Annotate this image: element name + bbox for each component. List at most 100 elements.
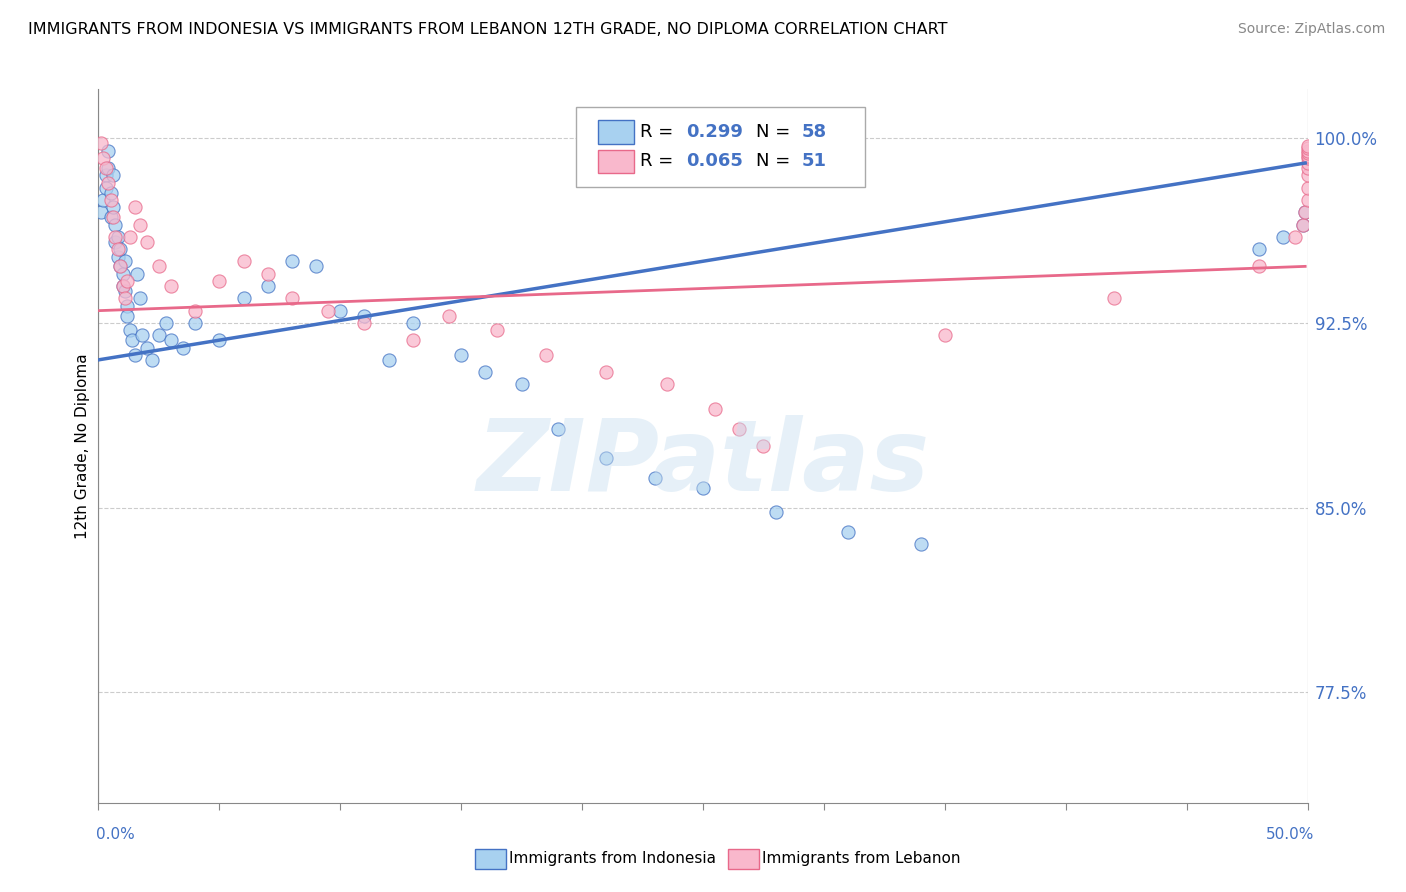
Point [124, 348, 146, 362]
Point [111, 279, 134, 293]
Point [1272, 230, 1295, 244]
Point [644, 471, 666, 485]
Point [281, 291, 304, 305]
Text: R =: R = [640, 123, 679, 141]
Text: N =: N = [756, 123, 796, 141]
Point [692, 481, 714, 495]
Point [765, 505, 787, 519]
Point [1296, 138, 1319, 153]
Point [97, 161, 120, 175]
Point [1102, 291, 1125, 305]
Point [910, 537, 932, 551]
Point [131, 328, 153, 343]
Point [108, 242, 131, 256]
Point [329, 303, 352, 318]
Point [1284, 230, 1306, 244]
Point [94, 169, 117, 183]
Point [90, 205, 112, 219]
Y-axis label: 12th Grade, No Diploma: 12th Grade, No Diploma [75, 353, 90, 539]
Point [117, 274, 139, 288]
Point [148, 260, 170, 274]
Point [474, 365, 496, 379]
Point [90, 136, 112, 151]
Point [117, 309, 139, 323]
Point [148, 328, 170, 343]
Point [128, 291, 150, 305]
Point [1249, 260, 1271, 274]
Point [510, 377, 533, 392]
Text: 0.065: 0.065 [686, 153, 742, 170]
Point [1292, 218, 1315, 232]
Point [104, 230, 127, 244]
Point [160, 333, 183, 347]
Point [402, 333, 425, 347]
Point [117, 299, 139, 313]
Text: 0.299: 0.299 [686, 123, 742, 141]
Point [1296, 193, 1319, 207]
Point [281, 254, 304, 268]
Point [1296, 180, 1319, 194]
Point [402, 316, 425, 330]
Point [547, 422, 569, 436]
Point [135, 341, 157, 355]
Point [232, 291, 254, 305]
Text: IMMIGRANTS FROM INDONESIA VS IMMIGRANTS FROM LEBANON 12TH GRADE, NO DIPLOMA CORR: IMMIGRANTS FROM INDONESIA VS IMMIGRANTS … [28, 22, 948, 37]
Point [184, 303, 207, 318]
Point [91, 151, 114, 165]
Point [595, 365, 617, 379]
Point [100, 186, 122, 200]
Point [1296, 151, 1319, 165]
Point [486, 323, 509, 337]
Point [1296, 146, 1319, 161]
Point [100, 210, 122, 224]
Point [141, 352, 163, 367]
Point [353, 309, 375, 323]
Point [1294, 205, 1316, 219]
Point [1296, 156, 1319, 170]
Point [704, 402, 727, 417]
Point [114, 254, 136, 268]
Point [450, 348, 472, 362]
Text: Source: ZipAtlas.com: Source: ZipAtlas.com [1237, 22, 1385, 37]
Point [101, 210, 124, 224]
Point [101, 169, 124, 183]
Point [121, 333, 143, 347]
Point [97, 144, 120, 158]
Point [184, 316, 207, 330]
Point [1294, 205, 1316, 219]
Point [1292, 218, 1315, 232]
Text: 51: 51 [801, 153, 827, 170]
Point [107, 230, 129, 244]
Point [655, 377, 678, 392]
Point [208, 274, 231, 288]
Point [256, 279, 278, 293]
Point [91, 193, 114, 207]
Text: Immigrants from Lebanon: Immigrants from Lebanon [762, 852, 960, 866]
Point [934, 328, 956, 343]
Point [1296, 141, 1319, 155]
Point [94, 180, 117, 194]
Point [595, 451, 617, 466]
Point [101, 200, 124, 214]
Point [208, 333, 231, 347]
Text: Immigrants from Indonesia: Immigrants from Indonesia [509, 852, 716, 866]
Point [256, 267, 278, 281]
Point [127, 267, 149, 281]
Point [1296, 144, 1319, 158]
Text: 58: 58 [801, 123, 827, 141]
Point [124, 200, 146, 214]
Point [111, 267, 134, 281]
Point [1249, 242, 1271, 256]
Point [837, 525, 859, 540]
Point [135, 235, 157, 249]
Text: 50.0%: 50.0% [1267, 827, 1315, 841]
Point [1296, 161, 1319, 175]
Point [232, 254, 254, 268]
Point [534, 348, 557, 362]
Point [160, 279, 183, 293]
Point [353, 316, 375, 330]
Point [316, 303, 339, 318]
Point [114, 291, 136, 305]
Point [1296, 148, 1319, 162]
Point [107, 242, 129, 256]
